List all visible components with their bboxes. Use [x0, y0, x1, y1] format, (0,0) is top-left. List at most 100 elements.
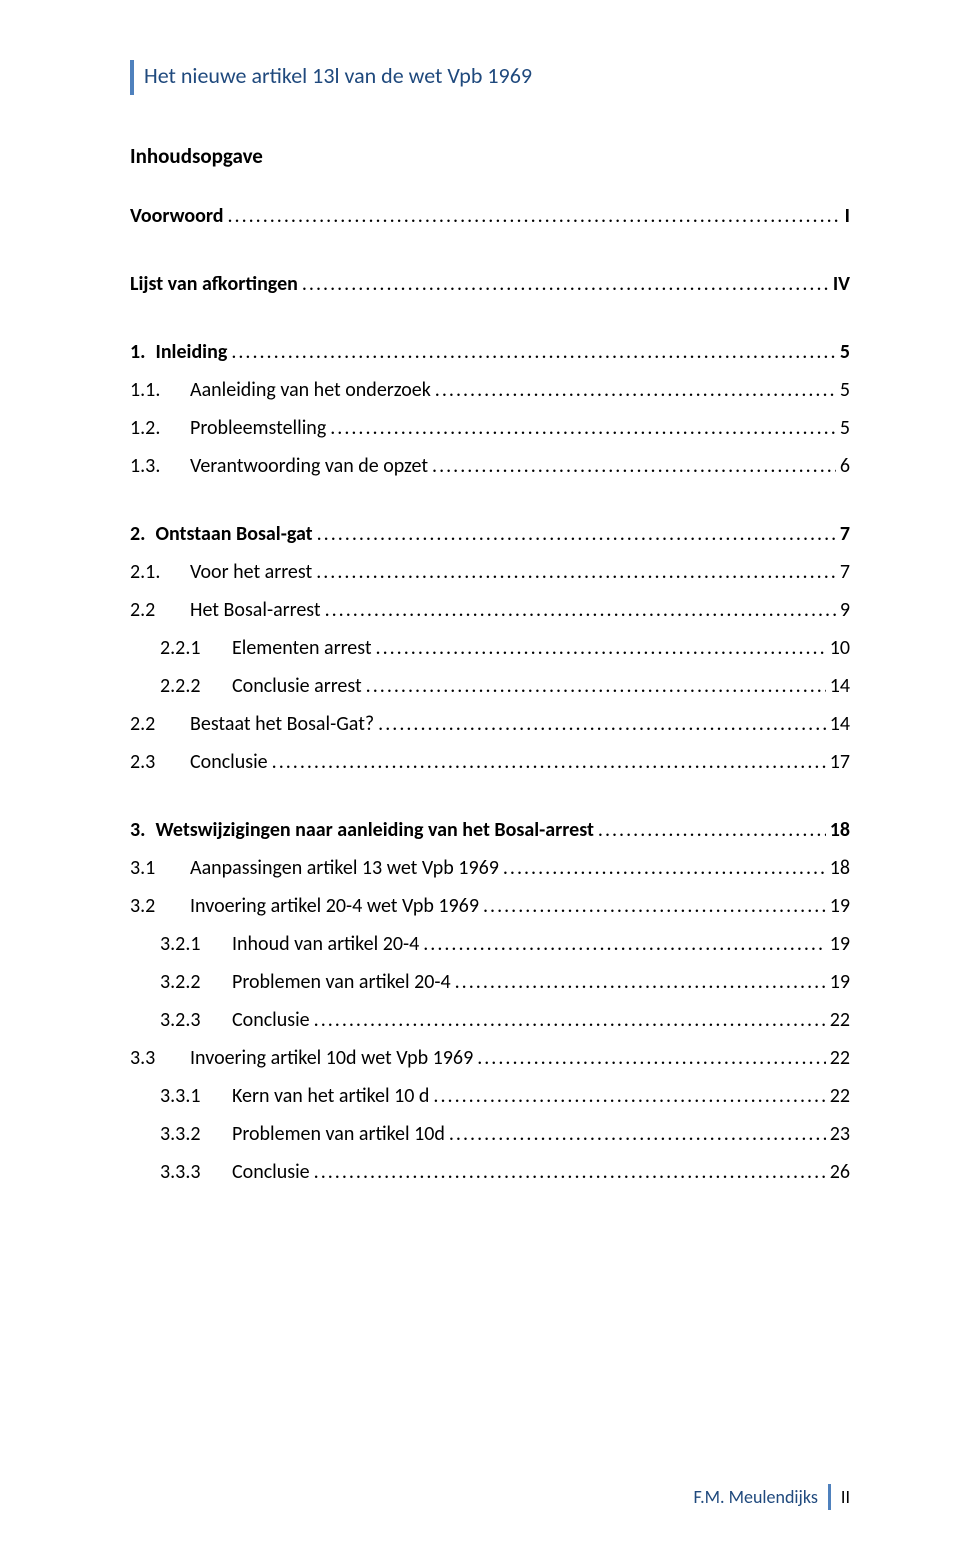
- toc-leader-dots: [483, 887, 826, 925]
- toc-entry-page: I: [841, 197, 850, 235]
- toc-leader-dots: [433, 1077, 825, 1115]
- page-header: Het nieuwe artikel 13l van de wet Vpb 19…: [130, 60, 850, 95]
- toc-entry-page: 18: [826, 811, 850, 849]
- footer-author: F.M. Meulendijks: [694, 1486, 818, 1508]
- toc-entry-page: 5: [836, 409, 850, 447]
- toc-leader-dots: [435, 371, 836, 409]
- toc-entry-number: 1.: [130, 333, 155, 371]
- toc-leader-dots: [503, 849, 826, 887]
- toc-entry-text: Bestaat het Bosal-Gat?: [190, 705, 378, 743]
- toc-entry-text: Kern van het artikel 10 d: [232, 1077, 433, 1115]
- toc-entry-page: 17: [826, 743, 850, 781]
- toc-entry-page: 5: [836, 333, 850, 371]
- toc-leader-dots: [366, 667, 826, 705]
- toc-leader-dots: [314, 1001, 826, 1039]
- toc-entry-text: Problemen van artikel 10d: [232, 1115, 449, 1153]
- toc-section-gap: [130, 235, 850, 265]
- toc-entry-page: 14: [826, 705, 850, 743]
- toc-leader-dots: [432, 447, 836, 485]
- toc-list: Voorwoord I Lijst van afkortingenIV 1.Inlei…: [130, 197, 850, 1191]
- toc-entry-text: Ontstaan Bosal-gat: [155, 515, 316, 553]
- toc-entry-text: Aanpassingen artikel 13 wet Vpb 1969: [190, 849, 503, 887]
- toc-entry-number: 3.2.1: [160, 925, 232, 963]
- toc-entry-number: 1.2.: [130, 409, 190, 447]
- toc-entry-text: Wetswijzigingen naar aanleiding van het …: [155, 811, 597, 849]
- toc-entry-text: Voor het arrest: [190, 553, 316, 591]
- toc-entry: 2.Ontstaan Bosal-gat7: [130, 515, 850, 553]
- toc-entry: 3.2.1Inhoud van artikel 20-4 19: [130, 925, 850, 963]
- toc-entry: 1.2.Probleemstelling 5: [130, 409, 850, 447]
- toc-entry-number: 2.3: [130, 743, 190, 781]
- toc-leader-dots: [477, 1039, 826, 1077]
- page-footer: F.M. Meulendijks II: [694, 1484, 851, 1510]
- toc-entry: Voorwoord I: [130, 197, 850, 235]
- toc-leader-dots: [423, 925, 825, 963]
- toc-leader-dots: [325, 591, 836, 629]
- toc-entry-page: 22: [826, 1001, 850, 1039]
- toc-entry-page: 6: [836, 447, 850, 485]
- header-accent-bar: [130, 60, 134, 95]
- toc-entry-page: 19: [826, 925, 850, 963]
- toc-entry-number: 3.: [130, 811, 155, 849]
- toc-entry: 3.3.1Kern van het artikel 10 d22: [130, 1077, 850, 1115]
- toc-entry-text: Probleemstelling: [190, 409, 330, 447]
- toc-entry-number: 2.2.2: [160, 667, 232, 705]
- toc-entry-text: Aanleiding van het onderzoek: [190, 371, 435, 409]
- toc-entry-text: Verantwoording van de opzet: [190, 447, 432, 485]
- toc-entry-text: Conclusie: [232, 1001, 314, 1039]
- footer-page-number: II: [841, 1486, 850, 1508]
- toc-entry-text: Voorwoord: [130, 197, 227, 235]
- toc-entry-number: 2.: [130, 515, 155, 553]
- toc-leader-dots: [455, 963, 826, 1001]
- toc-entry-text: Conclusie: [232, 1153, 314, 1191]
- toc-entry-number: 3.3.1: [160, 1077, 232, 1115]
- toc-entry: 2.2.2Conclusie arrest14: [130, 667, 850, 705]
- toc-entry-text: Inhoud van artikel 20-4: [232, 925, 423, 963]
- toc-entry-text: Conclusie: [190, 743, 272, 781]
- footer-separator: [828, 1484, 831, 1510]
- toc-entry-page: 19: [826, 887, 850, 925]
- toc-entry: 3.3.2Problemen van artikel 10d 23: [130, 1115, 850, 1153]
- toc-entry: 3.2.2Problemen van artikel 20-419: [130, 963, 850, 1001]
- toc-leader-dots: [227, 197, 840, 235]
- toc-section-gap: [130, 781, 850, 811]
- toc-leader-dots: [317, 515, 836, 553]
- toc-entry-number: 3.1: [130, 849, 190, 887]
- toc-entry-page: IV: [829, 265, 850, 303]
- toc-entry: 3.2.3Conclusie 22: [130, 1001, 850, 1039]
- toc-leader-dots: [272, 743, 826, 781]
- toc-entry-text: Inleiding: [155, 333, 231, 371]
- toc-entry: 1.Inleiding 5: [130, 333, 850, 371]
- toc-entry: 2.2.1Elementen arrest10: [130, 629, 850, 667]
- toc-entry-text: Conclusie arrest: [232, 667, 366, 705]
- toc-entry: Lijst van afkortingenIV: [130, 265, 850, 303]
- toc-entry-text: Invoering artikel 10d wet Vpb 1969: [190, 1039, 477, 1077]
- toc-entry: 2.2Het Bosal-arrest 9: [130, 591, 850, 629]
- toc-entry-number: 3.3: [130, 1039, 190, 1077]
- toc-entry-number: 2.2: [130, 705, 190, 743]
- toc-entry-page: 23: [826, 1115, 850, 1153]
- toc-entry-number: 2.2.1: [160, 629, 232, 667]
- toc-entry-number: 3.2: [130, 887, 190, 925]
- toc-entry: 3.Wetswijzigingen naar aanleiding van he…: [130, 811, 850, 849]
- toc-entry: 3.3Invoering artikel 10d wet Vpb 1969 22: [130, 1039, 850, 1077]
- toc-leader-dots: [231, 333, 836, 371]
- toc-entry: 1.1.Aanleiding van het onderzoek5: [130, 371, 850, 409]
- toc-entry-text: Het Bosal-arrest: [190, 591, 325, 629]
- toc-leader-dots: [330, 409, 836, 447]
- toc-entry-number: 3.3.3: [160, 1153, 232, 1191]
- toc-entry: 1.3.Verantwoording van de opzet6: [130, 447, 850, 485]
- header-title: Het nieuwe artikel 13l van de wet Vpb 19…: [144, 60, 532, 95]
- toc-entry-number: 1.1.: [130, 371, 190, 409]
- document-page: Het nieuwe artikel 13l van de wet Vpb 19…: [0, 0, 960, 1558]
- toc-leader-dots: [376, 629, 826, 667]
- toc-leader-dots: [302, 265, 829, 303]
- toc-section-gap: [130, 485, 850, 515]
- toc-entry-page: 22: [826, 1039, 850, 1077]
- toc-entry-number: 2.2: [130, 591, 190, 629]
- toc-entry-number: 3.3.2: [160, 1115, 232, 1153]
- toc-entry-text: Problemen van artikel 20-4: [232, 963, 455, 1001]
- toc-entry-page: 9: [836, 591, 850, 629]
- toc-entry-number: 3.2.3: [160, 1001, 232, 1039]
- toc-leader-dots: [314, 1153, 826, 1191]
